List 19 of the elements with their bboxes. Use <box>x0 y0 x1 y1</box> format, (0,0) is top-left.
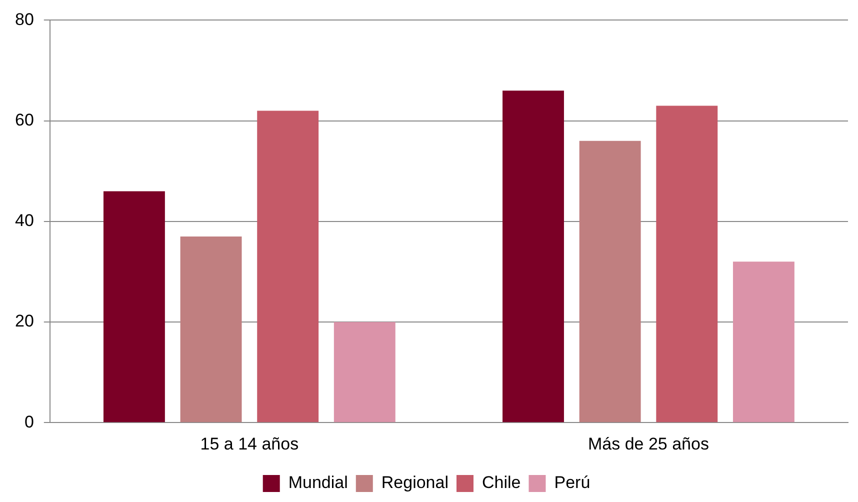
bar <box>502 90 564 422</box>
legend-label: Chile <box>482 473 521 492</box>
y-tick-label: 80 <box>14 10 34 29</box>
legend-label: Mundial <box>288 473 348 492</box>
bar <box>579 140 641 422</box>
x-tick-label: Más de 25 años <box>588 434 709 454</box>
y-tick-label: 0 <box>24 412 34 432</box>
bar <box>180 236 242 422</box>
y-tick-label: 40 <box>14 211 34 230</box>
legend-label: Perú <box>554 473 590 492</box>
x-tick-label: 15 a 14 años <box>200 434 299 454</box>
bar <box>656 106 718 422</box>
bar <box>732 262 794 422</box>
bar <box>257 110 319 422</box>
y-tick-label: 60 <box>14 110 34 130</box>
bar <box>103 191 165 422</box>
legend-label: Regional <box>381 473 448 492</box>
bar <box>334 322 396 422</box>
y-tick-label: 20 <box>14 312 34 331</box>
